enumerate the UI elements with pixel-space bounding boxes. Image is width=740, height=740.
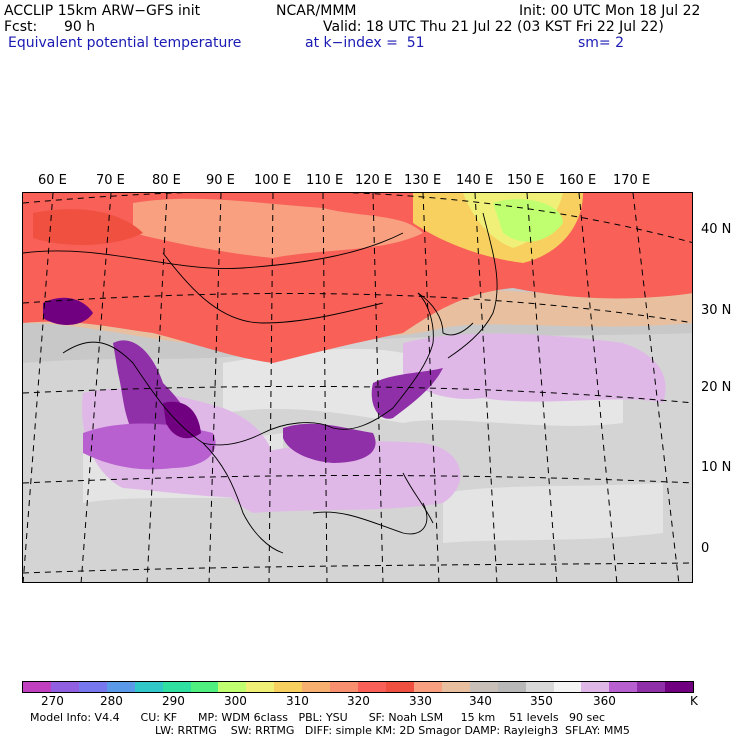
colorbar-swatch bbox=[358, 682, 386, 692]
colorbar-swatch bbox=[106, 682, 135, 692]
light-purple-region bbox=[221, 441, 461, 513]
border-line bbox=[162, 252, 384, 324]
model-title: ACCLIP 15km ARW−GFS init bbox=[4, 3, 201, 19]
coastline bbox=[312, 502, 428, 535]
purple-region bbox=[371, 368, 443, 419]
level-info: at k−index = 51 bbox=[305, 35, 425, 51]
colorbar bbox=[22, 681, 694, 693]
theta-e-map bbox=[22, 192, 693, 583]
field-name: Equivalent potential temperature bbox=[8, 35, 242, 51]
colorbar-tick: 290 bbox=[162, 694, 185, 708]
colorbar-swatch bbox=[302, 682, 331, 692]
colorbar-tick: 350 bbox=[530, 694, 553, 708]
colorbar-swatch bbox=[50, 682, 79, 692]
colorbar-tick: 270 bbox=[41, 694, 64, 708]
lon-label: 70 E bbox=[96, 173, 125, 188]
coastline bbox=[202, 442, 284, 554]
lon-label: 80 E bbox=[152, 173, 181, 188]
lon-label: 170 E bbox=[613, 173, 651, 188]
lat-label: 30 N bbox=[701, 303, 732, 318]
colorbar-swatch bbox=[162, 682, 191, 692]
lon-label: 150 E bbox=[507, 173, 545, 188]
colorbar-tick: 300 bbox=[224, 694, 247, 708]
latitude-line bbox=[23, 193, 692, 243]
warm-band-inner bbox=[133, 198, 423, 258]
coastline bbox=[402, 472, 434, 524]
colorbar-swatch bbox=[78, 682, 107, 692]
colorbar-swatch bbox=[553, 682, 582, 692]
colorbar-tick: 330 bbox=[409, 694, 432, 708]
colorbar-swatch bbox=[413, 682, 442, 692]
lon-label: 120 E bbox=[355, 173, 393, 188]
lon-label: 100 E bbox=[254, 173, 292, 188]
lon-label: 90 E bbox=[206, 173, 235, 188]
light-purple-region bbox=[403, 333, 666, 403]
purple-region bbox=[283, 423, 376, 463]
lat-label: 0 bbox=[701, 541, 710, 556]
colorbar-swatch bbox=[497, 682, 526, 692]
physics-info-line: LW: RRTMG SW: RRTMG DIFF: simple KM: 2D … bbox=[155, 724, 630, 737]
colorbar-tick: 320 bbox=[347, 694, 370, 708]
colorbar-swatch bbox=[665, 682, 694, 692]
colorbar-swatch bbox=[441, 682, 470, 692]
colorbar-swatch bbox=[330, 682, 359, 692]
colorbar-swatch bbox=[246, 682, 275, 692]
warm-band-inner bbox=[33, 209, 143, 245]
coastline bbox=[447, 212, 498, 359]
colorbar-swatch bbox=[525, 682, 554, 692]
coastline bbox=[417, 292, 474, 336]
light-gray-shading bbox=[443, 483, 663, 543]
green-region bbox=[493, 199, 563, 242]
latitude-line bbox=[23, 292, 692, 324]
smoothing-info: sm= 2 bbox=[578, 35, 625, 51]
colorbar-swatch bbox=[581, 682, 610, 692]
valid-time: Valid: 18 UTC Thu 21 Jul 22 (03 KST Fri … bbox=[323, 19, 664, 35]
deep-purple-region bbox=[43, 297, 93, 325]
lon-label: 140 E bbox=[456, 173, 494, 188]
colorbar-tick: 280 bbox=[100, 694, 123, 708]
colorbar-tick: 340 bbox=[469, 694, 492, 708]
model-info-line: Model Info: V4.4 CU: KF MP: WDM 6class P… bbox=[30, 711, 606, 724]
deep-purple-region bbox=[163, 401, 201, 439]
init-time: Init: 00 UTC Mon 18 Jul 22 bbox=[519, 3, 701, 19]
lat-label: 40 N bbox=[701, 222, 732, 237]
lat-label: 10 N bbox=[701, 460, 732, 475]
lon-label: 110 E bbox=[306, 173, 344, 188]
lon-label: 160 E bbox=[559, 173, 597, 188]
forecast-hour: 90 h bbox=[64, 19, 96, 35]
colorbar-swatch bbox=[190, 682, 219, 692]
lat-label: 20 N bbox=[701, 380, 732, 395]
colorbar-swatch bbox=[274, 682, 303, 692]
latitude-line bbox=[23, 475, 692, 484]
coastline bbox=[62, 341, 264, 446]
latitude-line bbox=[23, 562, 692, 574]
colorbar-swatch bbox=[469, 682, 498, 692]
latitude-line bbox=[23, 385, 692, 404]
colorbar-swatch bbox=[609, 682, 638, 692]
border-line bbox=[23, 232, 404, 269]
colorbar-swatch bbox=[637, 682, 666, 692]
forecast-label: Fcst: bbox=[4, 19, 38, 35]
colorbar-swatch bbox=[385, 682, 414, 692]
colorbar-swatch bbox=[134, 682, 163, 692]
colorbar-swatch bbox=[23, 682, 51, 692]
organization-label: NCAR/MMM bbox=[276, 3, 357, 19]
colorbar-swatch bbox=[218, 682, 247, 692]
coastline bbox=[262, 292, 434, 434]
lon-label: 60 E bbox=[38, 173, 67, 188]
colorbar-tick: 360 bbox=[593, 694, 616, 708]
colorbar-tick: 310 bbox=[286, 694, 309, 708]
lon-label: 130 E bbox=[404, 173, 442, 188]
colorbar-unit: K bbox=[690, 694, 698, 708]
